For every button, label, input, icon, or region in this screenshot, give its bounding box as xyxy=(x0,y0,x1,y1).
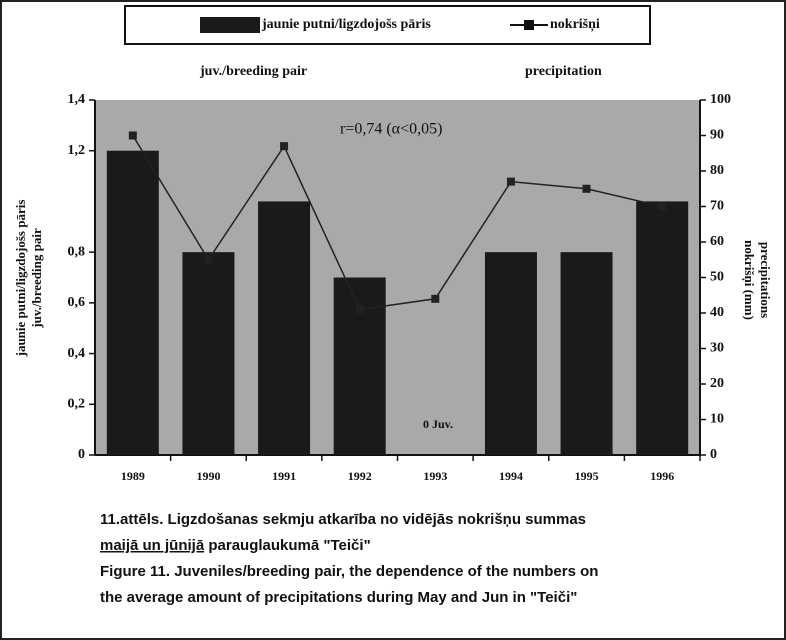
bar xyxy=(182,252,235,455)
line-marker xyxy=(582,184,591,193)
y-tick-label: 0 xyxy=(78,447,85,462)
y-tick-label: 1,4 xyxy=(68,92,86,107)
legend-swatch-marker xyxy=(524,20,534,30)
y-tick-label: 0,8 xyxy=(68,244,86,259)
caption: the average amount of precipitations dur… xyxy=(100,589,577,606)
legend-swatch-bar xyxy=(200,17,260,33)
bar xyxy=(258,201,311,455)
y2-tick-label: 40 xyxy=(710,305,724,320)
y-tick-label: 0,6 xyxy=(68,295,86,310)
y2-tick-label: 90 xyxy=(710,128,724,143)
legend-subtitle: juv./breeding pair xyxy=(199,64,307,79)
caption-underlined: maijā un jūnijā xyxy=(100,537,205,554)
annotation: r=0,74 (α<0,05) xyxy=(340,121,442,138)
y2-tick-label: 70 xyxy=(710,199,724,214)
y2-tick-label: 80 xyxy=(710,163,724,178)
x-tick-label: 1989 xyxy=(121,469,145,483)
y2-tick-label: 10 xyxy=(710,412,724,427)
x-tick-label: 1991 xyxy=(272,469,296,483)
bar xyxy=(636,201,689,455)
caption-part: parauglaukumā "Teiči" xyxy=(204,537,371,554)
x-tick-label: 1990 xyxy=(196,469,220,483)
bar xyxy=(333,277,386,455)
caption: Figure 11. Juveniles/breeding pair, the … xyxy=(100,563,598,580)
y2-tick-label: 20 xyxy=(710,376,724,391)
y2-tick-label: 100 xyxy=(710,92,731,107)
y-tick-label: 0,4 xyxy=(68,346,86,361)
y2-axis-label: nokrišņi (mm) xyxy=(741,240,757,320)
x-tick-label: 1993 xyxy=(423,469,447,483)
line-marker xyxy=(280,142,289,151)
line-marker xyxy=(204,255,213,264)
x-tick-label: 1995 xyxy=(575,469,599,483)
y-tick-label: 0,2 xyxy=(68,397,86,412)
caption: 11.attēls. Ligzdošanas sekmju atkarība n… xyxy=(100,511,586,528)
line-marker xyxy=(128,131,137,140)
y2-tick-label: 30 xyxy=(710,341,724,356)
bar xyxy=(560,252,613,455)
annotation: 0 Juv. xyxy=(423,417,453,431)
x-tick-label: 1994 xyxy=(499,469,523,483)
y-axis-label: juv./breeding pair xyxy=(29,228,44,329)
line-marker xyxy=(431,294,440,303)
line-marker xyxy=(355,305,364,314)
y2-tick-label: 50 xyxy=(710,270,724,285)
y2-tick-label: 60 xyxy=(710,234,724,249)
caption: maijā un jūnijā parauglaukumā "Teiči" xyxy=(100,537,371,554)
y-tick-label: 1,2 xyxy=(68,143,86,158)
bar xyxy=(484,252,537,455)
legend-label: jaunie putni/ligzdojošs pāris xyxy=(261,17,431,32)
y-axis-label: jaunie putni/ligzdojošs pāris xyxy=(13,200,28,358)
x-tick-label: 1992 xyxy=(348,469,372,483)
legend-label: nokrišņi xyxy=(550,17,600,32)
x-tick-label: 1996 xyxy=(650,469,674,483)
bar xyxy=(106,150,159,455)
line xyxy=(132,135,663,311)
y2-axis-label: precipitations xyxy=(758,242,773,318)
line-marker xyxy=(506,177,515,186)
line-marker xyxy=(658,202,667,211)
legend-subtitle: precipitation xyxy=(525,64,602,79)
y2-tick-label: 0 xyxy=(710,447,717,462)
